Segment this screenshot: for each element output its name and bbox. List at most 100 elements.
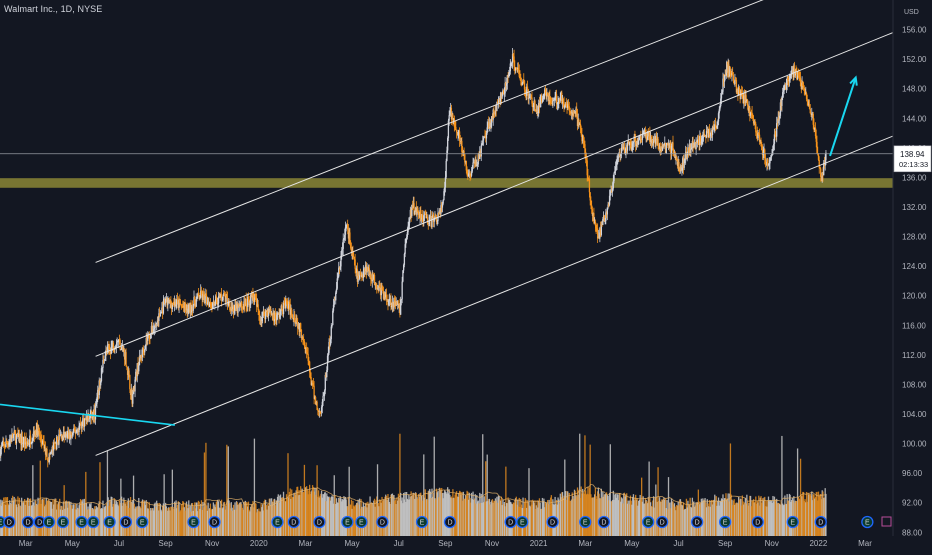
candle-body [535, 110, 537, 112]
candle-body [263, 310, 265, 317]
volume-bar [171, 469, 174, 536]
candle-body [728, 64, 730, 76]
volume-bar [799, 458, 802, 536]
candle-body [465, 160, 467, 171]
candle-body [634, 136, 636, 140]
candle-body [38, 430, 41, 437]
volume-bar [686, 507, 688, 536]
earnings-marker[interactable]: E [415, 515, 429, 529]
dividend-marker[interactable]: D [21, 515, 35, 529]
volume-bar [447, 487, 449, 536]
time-axis-background [0, 536, 932, 550]
candle-body [363, 268, 365, 272]
candle-body [314, 396, 316, 399]
dividend-marker[interactable]: D [3, 515, 16, 529]
candle-body [29, 435, 31, 444]
candle-body [202, 293, 204, 300]
earnings-marker[interactable]: E [355, 515, 368, 529]
earnings-marker[interactable]: E [75, 515, 88, 529]
volume-bar [303, 464, 306, 536]
volume-bar [717, 500, 719, 536]
candle-body [438, 210, 441, 214]
volume-bar [370, 502, 373, 536]
volume-bar [306, 489, 309, 536]
dividend-marker[interactable]: D [690, 515, 704, 529]
volume-bar [592, 497, 594, 536]
bar-countdown: 02:13:33 [899, 160, 928, 169]
volume-bar [233, 509, 235, 536]
candle-body [389, 298, 391, 300]
candle-body [95, 403, 97, 406]
candle-body [412, 203, 414, 209]
earnings-marker[interactable]: E [579, 515, 592, 529]
candle-body [373, 274, 376, 285]
earnings-marker[interactable]: E [187, 515, 200, 529]
volume-bar [641, 477, 643, 536]
earnings-marker[interactable]: E [718, 515, 732, 529]
dividend-marker[interactable]: D [656, 515, 669, 529]
candle-body [296, 320, 298, 322]
candle-body [737, 89, 739, 96]
dividend-marker[interactable]: D [376, 515, 389, 529]
candle-body [306, 352, 309, 354]
volume-bar [538, 500, 540, 536]
dividend-marker[interactable]: D [119, 515, 133, 529]
candle-body [450, 108, 453, 120]
volume-bar [414, 498, 416, 536]
volume-bar [20, 497, 23, 536]
earnings-marker[interactable]: E [642, 515, 655, 529]
volume-bar [441, 487, 443, 536]
earnings-marker[interactable]: E [271, 515, 284, 529]
volume-bar [438, 497, 440, 536]
earnings-marker[interactable]: E [786, 515, 799, 529]
candle-body [205, 294, 207, 296]
volume-bar [733, 499, 735, 536]
dividend-marker[interactable]: D [546, 515, 559, 529]
price-tick-label: 120.00 [902, 292, 927, 301]
earnings-marker[interactable]: E [516, 515, 529, 529]
economic-events-icon[interactable] [881, 516, 892, 527]
candle-body [80, 423, 82, 429]
candle-body [550, 102, 553, 104]
event-glyph: D [380, 520, 385, 527]
dividend-marker[interactable]: D [504, 515, 517, 529]
candle-body [699, 136, 701, 145]
dividend-icon [597, 515, 611, 529]
candle-body [179, 300, 181, 303]
volume-bar [763, 497, 765, 536]
dividend-marker[interactable]: D [443, 515, 457, 529]
dividend-marker[interactable]: D [751, 515, 764, 529]
candle-body [749, 112, 752, 116]
earnings-marker[interactable]: E [136, 515, 149, 529]
earnings-marker[interactable]: E [56, 515, 70, 529]
candle-body [347, 229, 350, 239]
drawing-lines[interactable] [0, 0, 894, 456]
dividend-marker[interactable]: D [814, 515, 827, 529]
candle-body [316, 401, 318, 410]
earnings-marker[interactable]: E [87, 515, 100, 529]
volume-bar [207, 502, 209, 536]
earnings-marker[interactable]: E [103, 515, 116, 529]
earnings-marker[interactable]: E [341, 515, 354, 529]
candle-body [770, 157, 772, 161]
symbol-title[interactable]: Walmart Inc., 1D, NYSE [4, 4, 103, 14]
last-price-box [893, 145, 932, 173]
event-markers[interactable]: EDDDEEEEEDEEDEDDEEDEDDEDEDEDDEDEDE [0, 515, 892, 529]
earnings-marker[interactable]: E [861, 515, 874, 529]
volume-bar [579, 433, 581, 536]
dividend-marker[interactable]: D [287, 515, 300, 529]
dividend-marker[interactable]: D [313, 515, 326, 529]
volume-bar [411, 494, 414, 536]
candle-body [74, 430, 77, 434]
earnings-marker[interactable]: E [42, 515, 56, 529]
volume-bar [262, 510, 265, 536]
candle-body [779, 115, 781, 119]
volume-bar [336, 502, 338, 536]
dividend-marker[interactable]: D [208, 515, 221, 529]
volume-bar [159, 502, 161, 536]
dividend-marker[interactable]: D [597, 515, 611, 529]
volume-bar [339, 496, 341, 536]
